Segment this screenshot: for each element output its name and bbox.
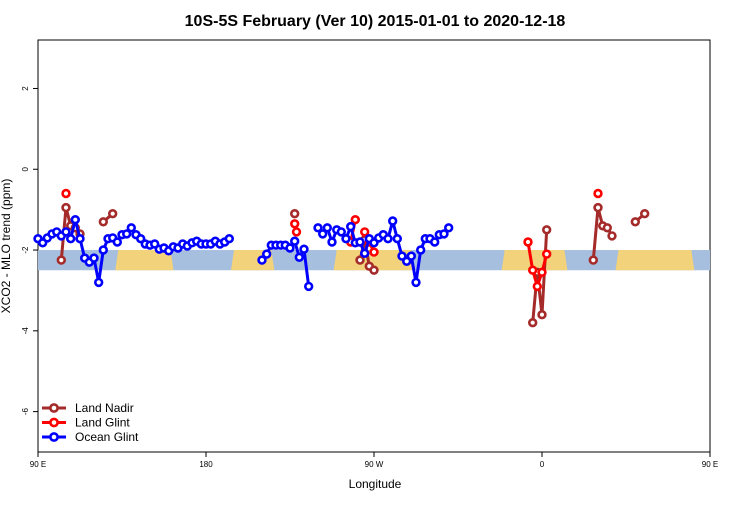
y-axis: 2 0 -2 -4 -6 — [21, 86, 38, 415]
data-point — [383, 234, 393, 244]
data-point — [430, 237, 440, 247]
data-point — [593, 202, 603, 213]
data-point — [98, 245, 109, 255]
data-point — [126, 223, 137, 233]
x-axis-label: Longitude — [349, 477, 402, 491]
data-point — [439, 229, 449, 239]
data-point — [327, 237, 337, 247]
data-point — [56, 255, 66, 265]
y-axis-label: XCO2 - MLO trend (ppm) — [0, 179, 13, 314]
data-point — [291, 227, 302, 237]
legend-label: Land Glint — [75, 416, 130, 430]
data-point — [336, 227, 346, 237]
data-point — [313, 223, 323, 233]
data-point — [355, 255, 365, 265]
data-point — [355, 237, 365, 247]
data-point — [70, 215, 81, 225]
legend-label: Ocean Glint — [75, 430, 139, 444]
data-point — [112, 237, 123, 247]
data-point — [444, 223, 454, 233]
x-tick-label: 90 E — [702, 460, 718, 469]
data-point — [304, 281, 314, 292]
data-point — [65, 234, 76, 244]
data-point — [541, 225, 552, 235]
data-point — [107, 209, 118, 219]
data-point — [294, 252, 304, 262]
data-point — [285, 243, 295, 253]
data-point — [607, 231, 617, 241]
legend-label: Land Nadir — [75, 401, 134, 415]
data-point — [630, 217, 640, 227]
x-tick-label: 90 W — [365, 460, 384, 469]
x-tick-label: 90 E — [30, 460, 46, 469]
data-point — [290, 209, 300, 219]
data-point — [523, 237, 533, 247]
land-band-segment — [615, 250, 695, 271]
legend-marker — [49, 432, 59, 442]
land-band-segment — [333, 250, 415, 271]
data-point — [527, 318, 538, 328]
x-tick-label: 0 — [540, 460, 545, 469]
data-point — [61, 202, 71, 213]
data-point — [341, 234, 351, 244]
data-point — [588, 255, 598, 265]
data-point — [299, 244, 309, 254]
data-point — [406, 251, 416, 261]
data-point — [290, 219, 300, 229]
land-band-segment — [115, 250, 174, 271]
data-point — [360, 248, 370, 259]
data-point — [541, 249, 552, 259]
legend-marker — [49, 417, 59, 428]
data-point — [350, 215, 360, 225]
data-point — [61, 188, 71, 199]
series-layer — [33, 188, 650, 328]
data-point — [93, 277, 104, 288]
data-point — [527, 265, 538, 275]
x-axis: 90 E 180 90 W 0 90 E — [30, 452, 718, 469]
y-tick-label: -2 — [21, 246, 30, 254]
data-point — [593, 188, 603, 199]
chart-title: 10S-5S February (Ver 10) 2015-01-01 to 2… — [185, 13, 566, 30]
y-tick-label: -4 — [21, 327, 30, 335]
y-tick-label: 2 — [21, 86, 30, 91]
data-point — [257, 255, 267, 265]
data-point — [537, 310, 547, 320]
data-point — [98, 217, 109, 227]
series-ocean-glint — [33, 215, 454, 292]
data-point — [290, 236, 300, 246]
data-point — [224, 234, 235, 244]
data-point — [121, 229, 132, 239]
data-point — [346, 221, 356, 232]
data-point — [89, 253, 99, 263]
data-point — [360, 227, 370, 237]
legend-marker — [49, 403, 59, 413]
data-point — [411, 277, 421, 288]
y-tick-label: -6 — [21, 408, 30, 416]
series-land-glint — [61, 188, 603, 292]
x-tick-label: 180 — [199, 460, 213, 469]
data-point — [322, 223, 332, 233]
data-point — [537, 267, 547, 277]
data-point — [61, 227, 71, 237]
y-tick-label: 0 — [21, 166, 30, 171]
data-point — [392, 234, 402, 244]
data-point — [318, 229, 328, 239]
data-point — [639, 209, 650, 219]
data-point — [369, 247, 379, 257]
data-point — [75, 234, 85, 244]
data-point — [388, 216, 398, 226]
data-point — [369, 265, 379, 275]
data-point — [532, 281, 542, 292]
data-point — [262, 249, 272, 259]
data-point — [416, 245, 426, 255]
data-point — [602, 223, 612, 233]
